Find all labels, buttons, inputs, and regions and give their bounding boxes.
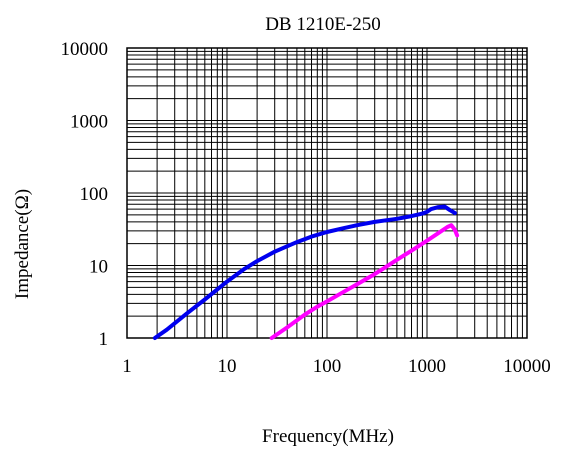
series-lines (152, 204, 460, 340)
y-tick-label: 1 (99, 329, 109, 350)
series-line-2 (269, 223, 460, 340)
series-line-1 (152, 204, 457, 340)
x-tick-label: 1000 (408, 356, 446, 377)
x-tick-label: 10000 (503, 356, 551, 377)
x-tick-label: 100 (313, 356, 342, 377)
x-axis-label: Frequency(MHz) (262, 426, 394, 447)
y-tick-label: 10 (89, 257, 108, 278)
x-tick-label: 10 (218, 356, 237, 377)
y-tick-label: 1000 (70, 112, 108, 133)
grid (126, 47, 528, 339)
chart-title: DB 1210E-250 (265, 14, 381, 35)
x-tick-label: 1 (122, 356, 132, 377)
y-axis-label: Impedance(Ω) (12, 189, 33, 299)
y-tick-label: 100 (80, 184, 109, 205)
y-tick-labels: 1 10 100 1000 10000 (61, 39, 109, 350)
plot-frame (126, 47, 528, 339)
x-tick-labels: 1 10 100 1000 10000 (122, 356, 551, 377)
y-tick-label: 10000 (61, 39, 109, 60)
